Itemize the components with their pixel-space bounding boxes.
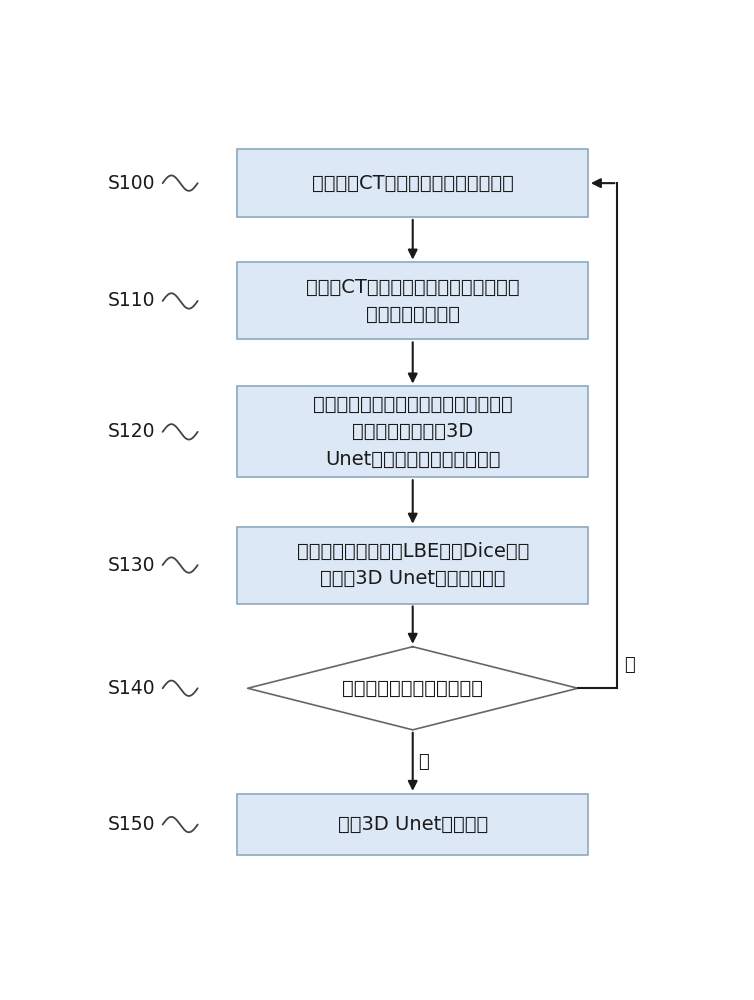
Text: 得到3D Unet训练模型: 得到3D Unet训练模型 xyxy=(338,815,488,834)
Text: S120: S120 xyxy=(108,422,155,441)
Bar xyxy=(238,794,588,855)
Text: S130: S130 xyxy=(108,556,155,575)
Bar xyxy=(238,386,588,477)
Bar xyxy=(238,262,588,339)
Text: 网络参数连续复数次不下降: 网络参数连续复数次不下降 xyxy=(342,679,483,698)
Bar xyxy=(238,527,588,604)
Text: 获取肺部CT图像并进行支气管的标注: 获取肺部CT图像并进行支气管的标注 xyxy=(312,174,513,193)
Text: 否: 否 xyxy=(624,656,635,674)
Text: 计算边界增强损失（LBE）和Dice损失
，更新3D Unet网络模型参数: 计算边界增强损失（LBE）和Dice损失 ，更新3D Unet网络模型参数 xyxy=(296,542,529,588)
Text: 是: 是 xyxy=(418,753,428,771)
Text: S100: S100 xyxy=(108,174,155,193)
Bar xyxy=(238,149,588,217)
Polygon shape xyxy=(247,647,578,730)
Text: S140: S140 xyxy=(108,679,155,698)
Text: 将预处理后的图像、体素坐标及其到肺
边界距离图输入到3D
Unet网络模型进行端到端训练: 将预处理后的图像、体素坐标及其到肺 边界距离图输入到3D Unet网络模型进行端… xyxy=(313,395,513,469)
Text: S150: S150 xyxy=(108,815,155,834)
Text: S110: S110 xyxy=(108,291,155,310)
Text: 对肺部CT图像进行预处理并计算图像对
应的肺边界距离图: 对肺部CT图像进行预处理并计算图像对 应的肺边界距离图 xyxy=(306,278,520,324)
